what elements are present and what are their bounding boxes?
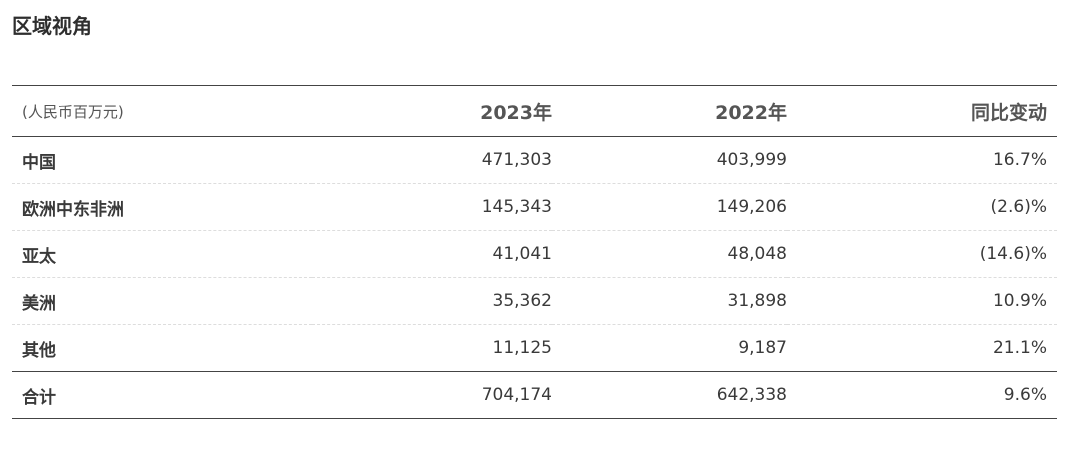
region-label: 欧洲中东非洲 — [12, 183, 312, 231]
value-2022: 9,187 — [552, 324, 787, 372]
value-change: 21.1% — [787, 324, 1057, 372]
section-title: 区域视角 — [12, 14, 92, 38]
total-2022: 642,338 — [552, 371, 787, 419]
table-row: 美洲 35,362 31,898 10.9% — [12, 277, 1057, 325]
table-row: 其他 11,125 9,187 21.1% — [12, 324, 1057, 372]
header-2023: 2023年 — [480, 101, 552, 124]
unit-label: (人民币百万元) — [22, 102, 124, 121]
value-2023: 11,125 — [312, 324, 552, 372]
total-2023: 704,174 — [312, 371, 552, 419]
value-change: (14.6)% — [787, 230, 1057, 278]
region-revenue-table: (人民币百万元) 2023年 2022年 同比变动 中国 471,303 403… — [12, 85, 1057, 419]
value-2022: 31,898 — [552, 277, 787, 325]
value-change: (2.6)% — [787, 183, 1057, 231]
total-label: 合计 — [12, 371, 312, 419]
table-header-row: (人民币百万元) 2023年 2022年 同比变动 — [12, 85, 1057, 137]
value-2023: 145,343 — [312, 183, 552, 231]
region-label: 其他 — [12, 324, 312, 372]
value-change: 10.9% — [787, 277, 1057, 325]
total-row: 合计 704,174 642,338 9.6% — [12, 371, 1057, 419]
table-row: 欧洲中东非洲 145,343 149,206 (2.6)% — [12, 183, 1057, 231]
table-row: 中国 471,303 403,999 16.7% — [12, 136, 1057, 184]
value-change: 16.7% — [787, 136, 1057, 184]
value-2023: 35,362 — [312, 277, 552, 325]
header-2022: 2022年 — [715, 101, 787, 124]
table-row: 亚太 41,041 48,048 (14.6)% — [12, 230, 1057, 278]
value-2022: 403,999 — [552, 136, 787, 184]
value-2022: 149,206 — [552, 183, 787, 231]
total-change: 9.6% — [787, 371, 1057, 419]
header-yoy-change: 同比变动 — [970, 101, 1047, 124]
region-label: 亚太 — [12, 230, 312, 278]
value-2023: 41,041 — [312, 230, 552, 278]
value-2022: 48,048 — [552, 230, 787, 278]
region-label: 美洲 — [12, 277, 312, 325]
region-label: 中国 — [12, 136, 312, 184]
value-2023: 471,303 — [312, 136, 552, 184]
